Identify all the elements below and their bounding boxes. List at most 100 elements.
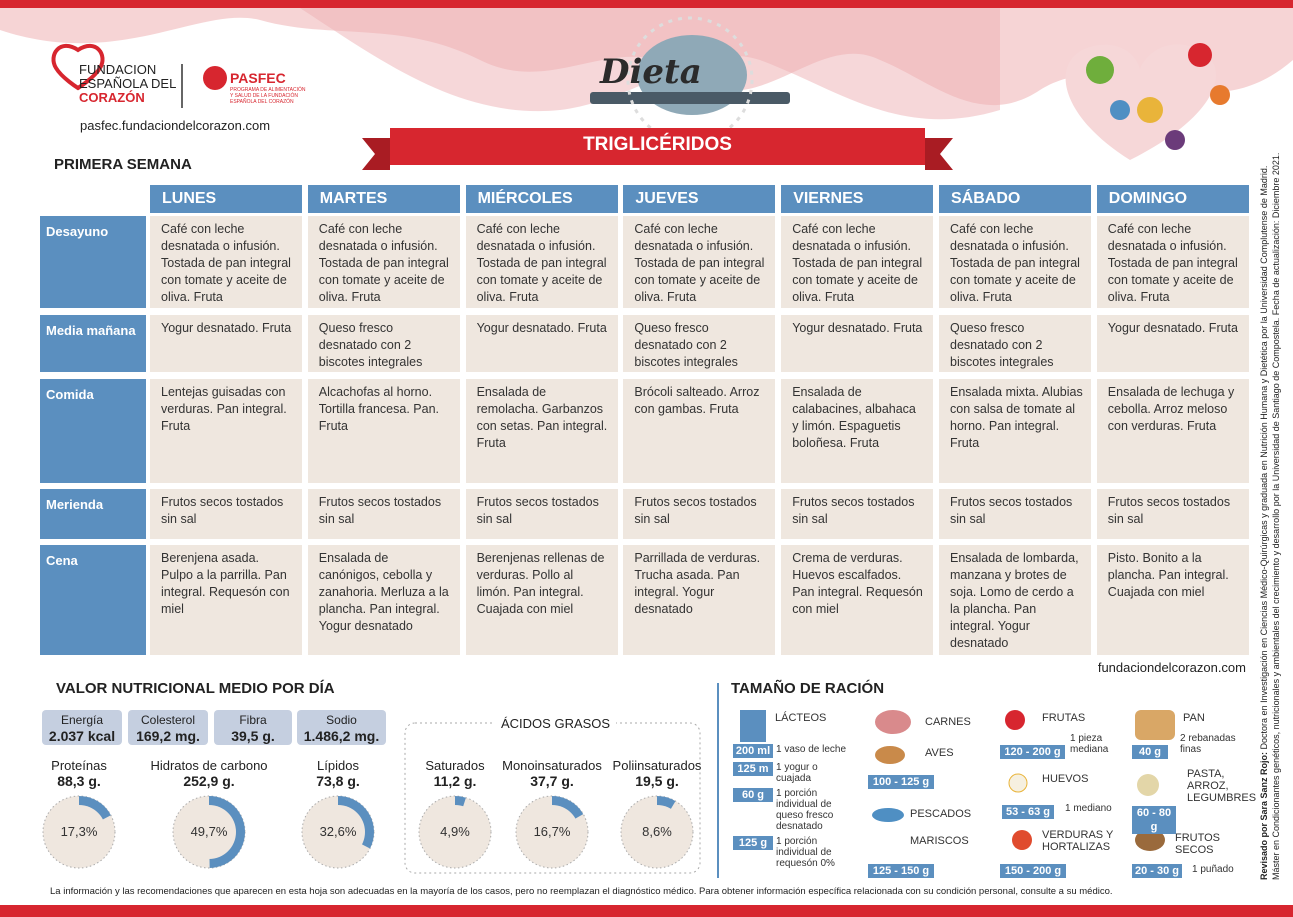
pie-percent: 49,7% <box>191 824 228 839</box>
menu-cell: Yogur desnatado. Fruta <box>1096 315 1249 372</box>
menu-cell: Café con leche desnatada o infusión. Tos… <box>781 216 934 308</box>
title: Dieta <box>600 52 702 92</box>
pie-inner <box>311 805 365 859</box>
summary-value: 169,2 mg. <box>136 728 200 744</box>
pasfec-logo: PASFEC <box>230 70 286 86</box>
menu-cell: Queso fresco desnatado con 2 biscotes in… <box>623 315 776 372</box>
menu-cell: Frutos secos tostados sin sal <box>150 489 302 539</box>
menu-cell: Frutos secos tostados sin sal <box>307 489 460 539</box>
portion-name: MARISCOS <box>910 835 969 847</box>
summary-value: 2.037 kcal <box>48 728 116 744</box>
pasfec-subtitle: PROGRAMA DE ALIMENTACIÓN Y SALUD DE LA F… <box>230 87 306 105</box>
menu-cell: Frutos secos tostados sin sal <box>623 489 776 539</box>
summary-label: Sodio <box>326 713 357 727</box>
pie-amount: 88,3 g. <box>57 773 101 789</box>
nutrition-title: VALOR NUTRICIONAL MEDIO POR DÍA <box>56 680 335 697</box>
portion-badge: 53 - 63 g <box>1002 805 1054 819</box>
site: fundaciondelcorazon.com <box>1097 660 1246 675</box>
day-header: LUNES <box>150 185 302 213</box>
menu-cell: Ensalada de calabacines, albahaca y limó… <box>781 379 934 483</box>
summary-box: Colesterol 169,2 mg. <box>128 710 208 745</box>
day-header: SÁBADO <box>939 185 1091 213</box>
menu-cell: Café con leche desnatada o infusión. Tos… <box>465 216 618 308</box>
portion-name: FRUTOS SECOS <box>1175 832 1221 856</box>
day-header: JUEVES <box>623 185 776 213</box>
portion-badge: 60 - 80 g <box>1132 806 1176 834</box>
menu-cell: Crema de verduras. Huevos escalfados. Pa… <box>781 545 934 655</box>
summary-value: 1.486,2 mg. <box>303 728 380 744</box>
portion-note: 1 mediano <box>1065 803 1112 814</box>
portion-note: 1 yogur o cuajada <box>776 762 818 784</box>
menu-cell: Lentejas guisadas con verduras. Pan inte… <box>150 379 302 483</box>
pie-amount: 37,7 g. <box>530 773 574 789</box>
pie-percent: 4,9% <box>440 824 470 839</box>
menu-cell: Ensalada de canónigos, cebolla y zanahor… <box>307 545 460 655</box>
menu-cell: Café con leche desnatada o infusión. Tos… <box>150 216 302 308</box>
menu-cell: Café con leche desnatada o infusión. Tos… <box>623 216 776 308</box>
summary-label: Fibra <box>239 713 267 727</box>
menu-cell: Frutos secos tostados sin sal <box>939 489 1091 539</box>
pie-percent: 16,7% <box>534 824 571 839</box>
portion-badge: 40 g <box>1132 745 1168 759</box>
menu-cell: Yogur desnatado. Fruta <box>150 315 302 372</box>
pie-name: Saturados <box>425 758 485 773</box>
week-title: PRIMERA SEMANA <box>54 156 192 173</box>
portion-badge: 125 - 150 g <box>868 864 934 878</box>
menu-cell: Café con leche desnatada o infusión. Tos… <box>307 216 460 308</box>
pie-percent: 8,6% <box>642 824 672 839</box>
portion-badge: 120 - 200 g <box>1000 745 1065 759</box>
menu-cell: Ensalada de lombarda, manzana y brotes d… <box>939 545 1091 655</box>
menu-cell: Queso fresco desnatado con 2 biscotes in… <box>307 315 460 372</box>
menu-cell: Alcachofas al horno. Tortilla francesa. … <box>307 379 460 483</box>
summary-value: 39,5 g. <box>231 728 275 744</box>
portion-badge: 100 - 125 g <box>868 775 934 789</box>
pie-amount: 11,2 g. <box>433 773 477 789</box>
banner: TRIGLICÉRIDOS <box>583 134 732 155</box>
pie-name: Poliinsaturados <box>612 758 702 773</box>
portion-note: 1 puñado <box>1192 864 1234 875</box>
pie: 49,7% <box>172 795 246 869</box>
menu-cell: Berenjenas rellenas de verduras. Pollo a… <box>465 545 618 655</box>
pie-amount: 252,9 g. <box>183 773 235 789</box>
pie-amount: 19,5 g. <box>635 773 679 789</box>
url: pasfec.fundaciondelcorazon.com <box>80 118 271 133</box>
portion-note: 1 vaso de leche <box>776 744 847 755</box>
pie-percent: 32,6% <box>320 824 357 839</box>
pie-inner <box>525 805 579 859</box>
portion-name: FRUTAS <box>1042 712 1086 724</box>
menu-cell: Ensalada de lechuga y cebolla. Arroz mel… <box>1096 379 1249 483</box>
portion-note: 1 porción individual de queso fresco des… <box>776 788 834 832</box>
pie-name: Lípidos <box>317 758 359 773</box>
pie: 17,3% <box>42 795 116 869</box>
day-header: MARTES <box>307 185 460 213</box>
menu-cell: Brócoli salteado. Arroz con gambas. Frut… <box>623 379 776 483</box>
pie-inner <box>52 805 106 859</box>
portion-name: PASTA, ARROZ, LEGUMBRES <box>1187 768 1257 804</box>
meal-label: Merienda <box>40 489 146 539</box>
pie: 32,6% <box>301 795 375 869</box>
summary-box: Sodio 1.486,2 mg. <box>297 710 386 745</box>
footer: La información y las recomendaciones que… <box>50 886 1113 897</box>
portion-name: PAN <box>1183 712 1205 724</box>
menu-cell: Frutos secos tostados sin sal <box>465 489 618 539</box>
portion-name: AVES <box>925 747 954 759</box>
day-header: MIÉRCOLES <box>465 185 618 213</box>
menu-cell: Frutos secos tostados sin sal <box>781 489 934 539</box>
portion-name: HUEVOS <box>1042 773 1089 785</box>
summary-box: Fibra 39,5 g. <box>214 710 292 745</box>
menu-cell: Yogur desnatado. Fruta <box>465 315 618 372</box>
portion-name: PESCADOS <box>910 808 972 820</box>
summary-label: Colesterol <box>140 713 196 727</box>
logo-text: FUNDACION ESPAÑOLA DEL CORAZÓN <box>79 63 176 105</box>
reviewer-name: Revisado por Sara Sanz Rojo: <box>1259 751 1269 880</box>
portion-name: VERDURAS Y HORTALIZAS <box>1042 829 1114 853</box>
meal-label: Media mañana <box>40 315 146 372</box>
pie-inner <box>428 805 482 859</box>
meal-label: Desayuno <box>40 216 146 308</box>
fats-title: ÁCIDOS GRASOS <box>495 716 617 731</box>
pie-amount: 73,8 g. <box>316 773 360 789</box>
portion-badge: 60 g <box>733 788 773 802</box>
pie-percent: 17,3% <box>61 824 98 839</box>
portion-badge: 125 m <box>733 762 773 776</box>
